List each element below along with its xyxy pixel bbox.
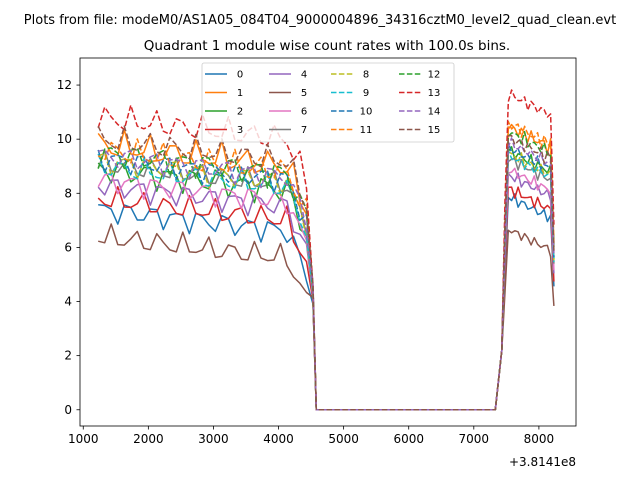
legend-label-8: 8: [363, 70, 369, 81]
x-tick-label: 2000: [133, 432, 164, 446]
legend-label-9: 9: [363, 88, 369, 99]
series-line-11: [97, 120, 555, 411]
x-tick-label: 3000: [198, 432, 229, 446]
legend-label-5: 5: [301, 88, 307, 99]
y-tick-label: 6: [64, 240, 72, 254]
legend-label-0: 0: [237, 70, 243, 81]
legend-label-15: 15: [428, 125, 441, 136]
legend-label-1: 1: [237, 88, 243, 99]
x-tick-label: 8000: [524, 432, 555, 446]
series-line-3: [97, 185, 555, 411]
legend-label-6: 6: [301, 107, 307, 118]
y-tick-label: 2: [64, 349, 72, 363]
series-lines: [97, 89, 555, 411]
series-line-12: [97, 130, 555, 411]
series-line-1: [97, 123, 555, 411]
y-tick-label: 4: [64, 295, 72, 309]
x-tick-label: 1000: [68, 432, 99, 446]
series-line-6: [97, 167, 555, 411]
x-offset-label: +3.8141e8: [509, 455, 576, 469]
x-tick-label: 5000: [328, 432, 359, 446]
series-line-0: [98, 193, 555, 411]
y-tick-label: 8: [64, 186, 72, 200]
legend-label-10: 10: [360, 107, 373, 118]
figure-suptitle: Plots from file: modeM0/AS1A05_084T04_90…: [24, 13, 616, 28]
chart-title: Quadrant 1 module wise count rates with …: [144, 38, 510, 54]
legend-label-11: 11: [360, 125, 373, 136]
series-line-2: [97, 146, 555, 411]
y-tick-label: 10: [57, 132, 72, 146]
plot-frame: [79, 57, 577, 427]
legend-label-2: 2: [237, 107, 243, 118]
y-tick-label: 0: [64, 403, 72, 417]
x-tick-label: 7000: [459, 432, 490, 446]
legend-box: [201, 62, 455, 143]
legend-label-12: 12: [428, 70, 441, 81]
y-tick-label: 12: [57, 78, 72, 92]
x-tick-label: 6000: [393, 432, 424, 446]
legend-label-7: 7: [301, 125, 307, 136]
series-line-9: [97, 149, 555, 411]
series-line-10: [97, 141, 555, 411]
axes: 1000 2000 3000 4000 5000 6000 7000 800002468101…: [57, 57, 577, 446]
series-line-4: [97, 172, 555, 411]
series-line-15: [97, 125, 555, 411]
series-line-14: [98, 137, 555, 411]
x-tick-label: 4000: [263, 432, 294, 446]
legend-label-14: 14: [428, 107, 441, 118]
series-line-5: [98, 223, 555, 411]
legend-label-13: 13: [428, 88, 441, 99]
legend-label-4: 4: [301, 70, 307, 81]
legend-label-3: 3: [237, 125, 243, 136]
